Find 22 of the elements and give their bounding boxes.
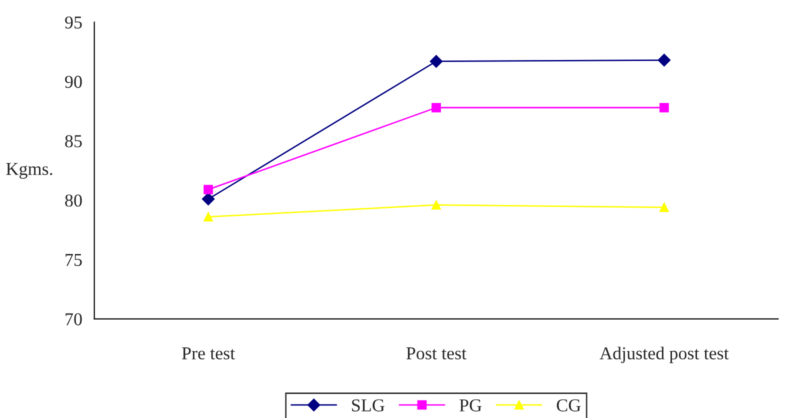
y-tick-label: 70: [66, 313, 82, 326]
point: [432, 102, 441, 112]
point: [430, 54, 443, 68]
y-tick-label: 95: [65, 16, 82, 29]
x-tick-label: Pre test: [182, 347, 236, 360]
y-tick-label: 85: [65, 135, 82, 148]
legend-label: SLG: [352, 399, 384, 412]
point: [204, 184, 213, 194]
y-tick-label: 80: [65, 194, 82, 207]
x-tick-label: Adjusted post test: [600, 346, 729, 364]
y-tick-label: 75: [66, 254, 82, 266]
y-tick-label: 90: [65, 76, 82, 88]
point: [432, 200, 441, 210]
x-tick-label: Post test: [406, 347, 466, 360]
legend-label: CG: [556, 399, 581, 412]
point: [659, 102, 669, 112]
point: [659, 202, 669, 212]
point: [658, 54, 671, 67]
point: [202, 192, 215, 206]
legend-label: PG: [460, 399, 482, 412]
y-axis-title: Kgms.: [6, 163, 52, 179]
point: [204, 212, 213, 222]
